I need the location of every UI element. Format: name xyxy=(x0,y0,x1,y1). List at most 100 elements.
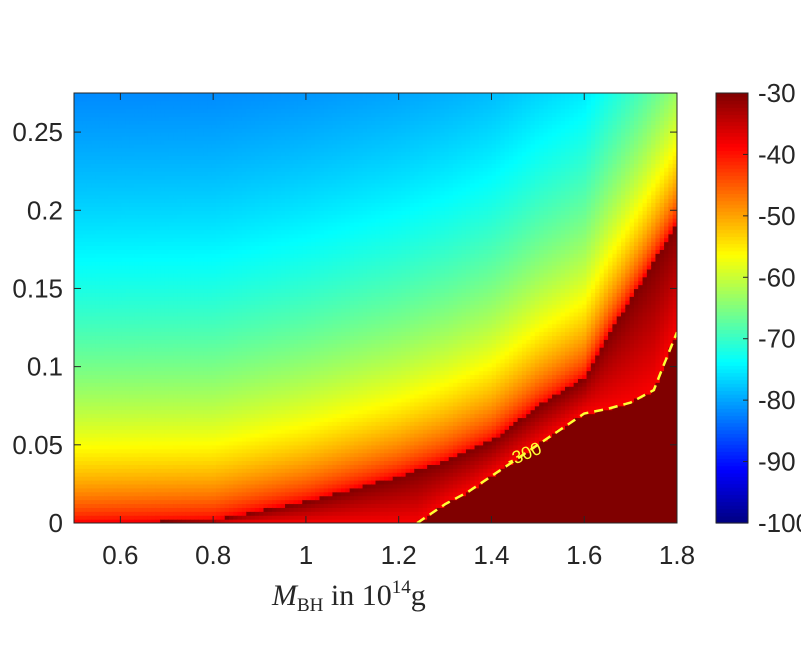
heatmap-cell xyxy=(216,132,221,137)
heatmap-cell xyxy=(182,300,187,305)
heatmap-cell xyxy=(216,285,221,290)
heatmap-cell xyxy=(91,171,96,176)
heatmap-cell xyxy=(169,159,174,164)
heatmap-cell xyxy=(104,414,109,419)
heatmap-cell xyxy=(229,183,234,188)
heatmap-cell xyxy=(229,105,234,110)
heatmap-cell xyxy=(182,152,187,157)
heatmap-cell xyxy=(100,460,105,465)
heatmap-cell xyxy=(173,128,178,133)
heatmap-cell xyxy=(169,136,174,141)
heatmap-cell xyxy=(139,515,144,520)
heatmap-cell xyxy=(139,492,144,497)
heatmap-cell xyxy=(130,453,135,458)
heatmap-cell xyxy=(121,230,126,235)
heatmap-cell xyxy=(233,429,238,434)
heatmap-cell xyxy=(100,320,105,325)
heatmap-cell xyxy=(91,421,96,426)
heatmap-cell xyxy=(182,238,187,243)
heatmap-cell xyxy=(126,410,131,415)
heatmap-cell xyxy=(164,277,169,282)
heatmap-cell xyxy=(74,296,79,301)
heatmap-cell xyxy=(246,320,251,325)
heatmap-cell xyxy=(199,128,204,133)
heatmap-cell xyxy=(190,304,195,309)
heatmap-cell xyxy=(169,124,174,129)
heatmap-cell xyxy=(156,140,161,145)
heatmap-cell xyxy=(177,374,182,379)
heatmap-cell xyxy=(208,281,213,286)
heatmap-cell xyxy=(251,140,256,145)
heatmap-cell xyxy=(121,324,126,329)
heatmap-cell xyxy=(121,187,126,192)
heatmap-cell xyxy=(216,390,221,395)
heatmap-cell xyxy=(195,152,200,157)
heatmap-cell xyxy=(113,343,118,348)
heatmap-cell xyxy=(225,496,230,501)
heatmap-cell xyxy=(130,390,135,395)
heatmap-cell xyxy=(264,206,269,211)
heatmap-cell xyxy=(186,511,191,516)
heatmap-cell xyxy=(216,453,221,458)
heatmap-cell xyxy=(268,390,273,395)
heatmap-cell xyxy=(242,136,247,141)
heatmap-cell xyxy=(220,187,225,192)
heatmap-cell xyxy=(208,347,213,352)
heatmap-cell xyxy=(225,109,230,114)
heatmap-cell xyxy=(225,113,230,118)
heatmap-cell xyxy=(78,496,83,501)
heatmap-cell xyxy=(143,406,148,411)
heatmap-cell xyxy=(152,308,157,313)
heatmap-cell xyxy=(126,371,131,376)
heatmap-cell xyxy=(96,480,101,485)
heatmap-cell xyxy=(186,328,191,333)
heatmap-cell xyxy=(195,343,200,348)
heatmap-cell xyxy=(182,421,187,426)
heatmap-cell xyxy=(246,214,251,219)
heatmap-cell xyxy=(160,312,165,317)
heatmap-cell xyxy=(229,308,234,313)
heatmap-cell xyxy=(164,398,169,403)
heatmap-cell xyxy=(139,425,144,430)
heatmap-cell xyxy=(121,414,126,419)
heatmap-cell xyxy=(160,449,165,454)
heatmap-cell xyxy=(229,269,234,274)
heatmap-cell xyxy=(147,355,152,360)
heatmap-cell xyxy=(164,480,169,485)
heatmap-cell xyxy=(186,390,191,395)
heatmap-cell xyxy=(255,195,260,200)
heatmap-cell xyxy=(186,480,191,485)
heatmap-cell xyxy=(264,285,269,290)
heatmap-cell xyxy=(251,425,256,430)
heatmap-cell xyxy=(74,414,79,419)
heatmap-cell xyxy=(96,253,101,258)
heatmap-cell xyxy=(220,296,225,301)
heatmap-cell xyxy=(255,199,260,204)
heatmap-cell xyxy=(160,367,165,372)
heatmap-cell xyxy=(87,425,92,430)
heatmap-cell xyxy=(264,468,269,473)
heatmap-cell xyxy=(134,414,139,419)
heatmap-cell xyxy=(74,159,79,164)
heatmap-cell xyxy=(225,132,230,137)
heatmap-cell xyxy=(255,242,260,247)
heatmap-cell xyxy=(87,398,92,403)
heatmap-cell xyxy=(220,148,225,153)
heatmap-cell xyxy=(126,382,131,387)
heatmap-cell xyxy=(83,324,88,329)
heatmap-cell xyxy=(242,253,247,258)
heatmap-cell xyxy=(156,355,161,360)
heatmap-cell xyxy=(212,417,217,422)
heatmap-cell xyxy=(117,414,122,419)
heatmap-cell xyxy=(113,171,118,176)
heatmap-cell xyxy=(264,417,269,422)
heatmap-cell xyxy=(182,425,187,430)
heatmap-cell xyxy=(104,472,109,477)
heatmap-cell xyxy=(238,249,243,254)
heatmap-cell xyxy=(113,347,118,352)
heatmap-cell xyxy=(74,511,79,516)
heatmap-cell xyxy=(203,230,208,235)
heatmap-cell xyxy=(164,163,169,168)
heatmap-cell xyxy=(156,468,161,473)
heatmap-cell xyxy=(160,101,165,106)
